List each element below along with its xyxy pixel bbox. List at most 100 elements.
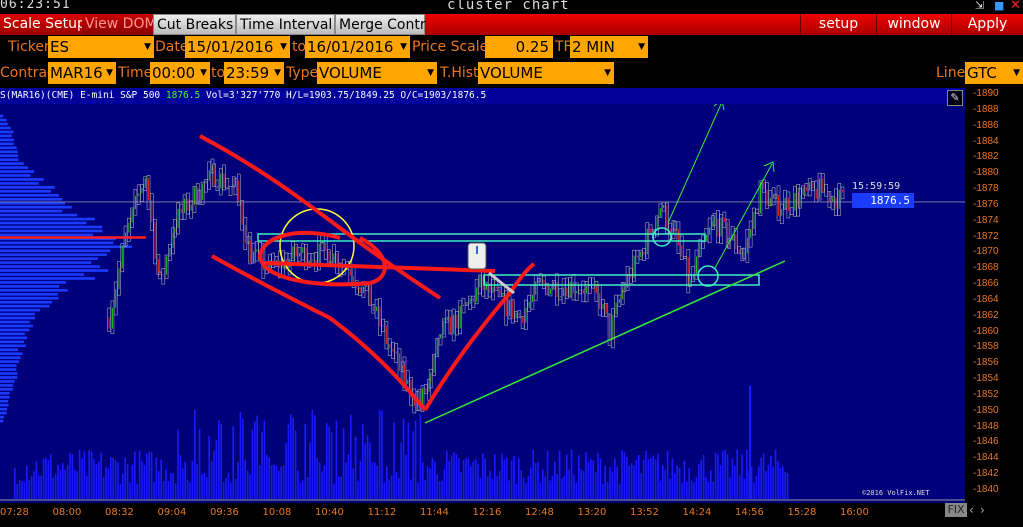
line-select[interactable]: GTC ▼ xyxy=(965,62,1023,84)
apply-button[interactable]: Apply xyxy=(951,14,1023,35)
volume-bar xyxy=(107,468,110,499)
time-tick-label: 10:40 xyxy=(315,507,344,518)
candle xyxy=(236,173,241,206)
volume-bar xyxy=(662,465,664,499)
type-select[interactable]: VOLUME ▼ xyxy=(317,62,437,84)
volume-bar xyxy=(558,450,561,499)
volume-bar xyxy=(779,468,782,499)
green-arrow-2 xyxy=(714,163,773,269)
time-tick-label: 10:08 xyxy=(262,507,292,518)
pencil-icon[interactable]: ✎ xyxy=(947,90,963,106)
last-price-marker: 1876.5 xyxy=(852,193,914,208)
volume-bar xyxy=(232,426,234,499)
volume-bar xyxy=(126,464,129,499)
price-chart[interactable] xyxy=(0,88,965,503)
tab-cut-breaks[interactable]: Cut Breaks xyxy=(153,14,236,35)
volume-bar xyxy=(582,470,585,499)
clock: 06:23:51 xyxy=(0,0,71,12)
minimize-icon[interactable]: ⇲ xyxy=(975,0,985,12)
volume-bar xyxy=(522,477,525,499)
volume-bar xyxy=(316,458,318,499)
volume-spike-bar xyxy=(749,386,751,499)
volume-bar xyxy=(513,455,515,499)
volume-bar xyxy=(270,465,273,499)
volume-bar xyxy=(688,467,690,499)
volume-bar xyxy=(695,477,698,499)
scroll-left-button[interactable]: ‹ xyxy=(969,503,974,517)
price-tick-label: -1878 xyxy=(973,183,999,195)
profile-bar xyxy=(0,154,19,157)
volume-bar xyxy=(386,466,388,499)
volume-bar xyxy=(88,450,90,499)
volume-bar xyxy=(95,464,98,499)
volume-bar xyxy=(714,452,717,499)
volume-bar xyxy=(302,480,304,499)
setup-button[interactable]: setup xyxy=(800,14,876,35)
candle xyxy=(153,219,157,265)
volume-bar xyxy=(765,470,767,499)
profile-bar xyxy=(0,289,68,292)
time-to-select[interactable]: 23:59 ▼ xyxy=(224,62,284,84)
profile-bar xyxy=(0,332,25,336)
volume-bar xyxy=(196,464,198,499)
time-tick-label: 15:28 xyxy=(787,507,817,518)
volume-bar xyxy=(282,465,285,499)
volume-bar xyxy=(503,459,506,499)
date-from-select[interactable]: 15/01/2016 ▼ xyxy=(185,36,290,58)
volume-bar xyxy=(635,460,638,499)
volume-bar xyxy=(66,464,69,499)
price-tick-label: -1860 xyxy=(973,325,999,337)
volume-bar xyxy=(45,457,47,499)
volume-bar xyxy=(429,468,431,499)
volume-bar xyxy=(736,449,738,499)
volume-bar xyxy=(167,481,170,499)
volume-bar xyxy=(453,452,455,499)
volume-bar xyxy=(753,482,755,499)
thist-select[interactable]: VOLUME ▼ xyxy=(478,62,614,84)
profile-bar xyxy=(0,407,8,411)
price-tick-label: -1852 xyxy=(973,388,999,400)
contract-select[interactable]: MAR16 ▼ xyxy=(48,62,116,84)
volume-bar xyxy=(371,462,374,499)
volume-bar xyxy=(330,432,333,499)
fix-button[interactable]: FIX xyxy=(945,503,967,517)
tab-view-dom[interactable]: View DOM xyxy=(82,14,157,35)
candle xyxy=(130,207,134,228)
date-to-select[interactable]: 16/01/2016 ▼ xyxy=(305,36,410,58)
volume-bar xyxy=(530,467,532,499)
price-axis: -1890 -1888 -1886 -1884 -1882 -1880 -1878 -1876… xyxy=(965,88,1023,503)
contract-label: Contract xyxy=(0,65,61,81)
volume-bar xyxy=(686,481,688,499)
candle xyxy=(632,249,636,282)
tf-select[interactable]: 2 MIN ▼ xyxy=(570,36,648,58)
restore-icon[interactable]: ■ xyxy=(994,0,1005,12)
scroll-right-button[interactable]: › xyxy=(980,503,985,517)
volume-bar xyxy=(378,410,381,499)
tab-merge-contr[interactable]: Merge Contr xyxy=(335,14,426,35)
tab-time-interval[interactable]: Time Interval xyxy=(236,14,335,35)
volume-bar xyxy=(309,442,311,499)
volume-bar xyxy=(671,458,674,499)
time-tick-label: 13:20 xyxy=(577,507,607,518)
candle xyxy=(442,318,446,338)
candle xyxy=(335,251,340,275)
volume-bar xyxy=(297,470,299,499)
close-icon[interactable]: ✕ xyxy=(1010,0,1021,13)
volume-bar xyxy=(165,469,167,499)
window-button[interactable]: window xyxy=(876,14,951,35)
volume-bar xyxy=(551,475,554,499)
volume-bar xyxy=(222,481,225,499)
ticker-select[interactable]: ES ▼ xyxy=(48,36,154,58)
volume-bar xyxy=(616,466,618,499)
volume-bar xyxy=(124,457,126,499)
candle xyxy=(665,202,669,234)
tab-scale-setup[interactable]: Scale Setup xyxy=(0,14,86,35)
volume-bar xyxy=(340,476,342,499)
price-scale-input[interactable]: 0.25 xyxy=(485,36,553,58)
price-tick-label: -1870 xyxy=(973,246,999,258)
time-from-select[interactable]: 00:00 ▼ xyxy=(150,62,210,84)
volume-bar xyxy=(359,460,362,499)
volume-bar xyxy=(357,480,359,499)
volume-bar xyxy=(146,453,148,499)
chevron-down-icon: ▼ xyxy=(604,68,611,78)
